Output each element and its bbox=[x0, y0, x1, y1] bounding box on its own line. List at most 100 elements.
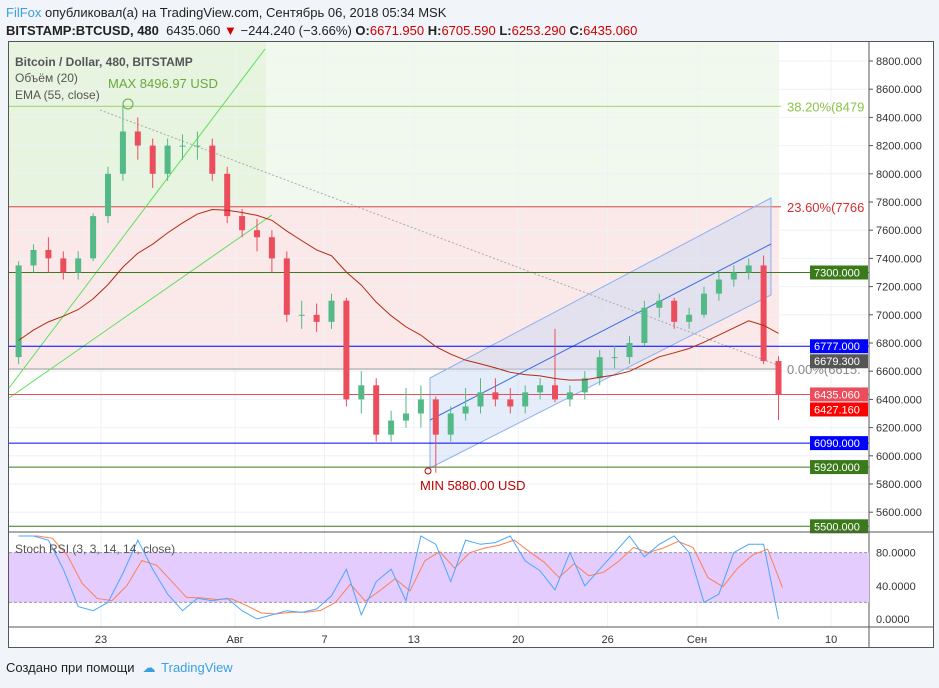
candle-down bbox=[507, 399, 514, 407]
price-tick-label: 7000.000 bbox=[876, 310, 922, 322]
candle-down bbox=[283, 258, 290, 315]
candle-up bbox=[566, 392, 573, 400]
candle-down bbox=[268, 237, 275, 259]
candle-down bbox=[149, 145, 156, 174]
price-tick-label: 7600.000 bbox=[876, 225, 922, 237]
candle-up bbox=[417, 399, 424, 414]
close: 6435.060 bbox=[583, 23, 638, 38]
price-tick-label: 8200.000 bbox=[876, 141, 922, 153]
candle-up bbox=[75, 258, 82, 273]
min-marker-icon bbox=[424, 467, 432, 475]
price-tick-label: 5800.000 bbox=[876, 479, 922, 491]
time-tick-label: 10 bbox=[825, 634, 837, 646]
candle-up bbox=[596, 357, 603, 379]
candle-down bbox=[373, 385, 380, 435]
candle-up bbox=[328, 300, 335, 322]
candle-up bbox=[537, 385, 544, 393]
volume-legend: Объём (20) bbox=[15, 71, 78, 85]
candle-up bbox=[388, 420, 395, 435]
price-label: 6679.300 bbox=[814, 356, 860, 368]
time-tick-label: 23 bbox=[95, 634, 107, 646]
candle-up bbox=[164, 145, 171, 174]
rsi-legend: Stoch RSI (3, 3, 14, 14, close) bbox=[15, 542, 175, 556]
candle-up bbox=[119, 131, 126, 174]
rsi-tick-label: 80.0000 bbox=[876, 548, 916, 560]
candle-up bbox=[105, 173, 111, 217]
down-arrow-icon: ▼ bbox=[223, 23, 237, 38]
candle-up bbox=[626, 343, 633, 358]
symbol-info: BITSTAMP:BTCUSD, 480 6435.060 ▼ −244.240… bbox=[6, 23, 637, 38]
price-label-box bbox=[810, 387, 868, 402]
candle-up bbox=[179, 145, 186, 147]
channel-line-upper bbox=[8, 48, 266, 389]
candle-down bbox=[313, 314, 320, 322]
time-tick-label: 20 bbox=[512, 634, 524, 646]
max-annotation: MAX 8496.97 USD bbox=[108, 76, 218, 91]
price-tick-label: 6800.000 bbox=[876, 338, 922, 350]
tradingview-link[interactable]: TradingView bbox=[161, 660, 233, 675]
open: 6671.950 bbox=[369, 23, 425, 38]
candle-up bbox=[358, 385, 365, 400]
candle-up bbox=[298, 314, 305, 316]
candle-up bbox=[403, 413, 409, 421]
price-label-box bbox=[810, 265, 868, 280]
time-tick-label: 26 bbox=[601, 634, 613, 646]
last-price: 6435.060 bbox=[166, 23, 221, 38]
price-label: 6435.060 bbox=[814, 389, 860, 401]
candle-up bbox=[90, 216, 97, 259]
change: −244.240 (−3.66%) bbox=[240, 23, 352, 38]
candle-down bbox=[492, 392, 499, 400]
fib-label: 23.60%(7766 bbox=[787, 200, 864, 215]
candle-down bbox=[60, 258, 67, 273]
h-label: H: bbox=[427, 23, 442, 38]
o-label: O: bbox=[355, 23, 370, 38]
publish-info: FilFox опубликовал(а) на TradingView.com… bbox=[6, 5, 446, 20]
price-tick-label: 8800.000 bbox=[876, 56, 922, 68]
candle-down bbox=[432, 399, 439, 435]
c-label: C: bbox=[569, 23, 584, 38]
candle-up bbox=[447, 413, 454, 435]
price-label: 5500.000 bbox=[814, 521, 860, 533]
low: 6253.290 bbox=[511, 23, 566, 38]
price-tick-label: 7800.000 bbox=[876, 197, 922, 209]
footer: Создано при помощи ☁ TradingView bbox=[6, 660, 233, 676]
author-link[interactable]: FilFox bbox=[6, 5, 42, 20]
price-label: 6427.160 bbox=[814, 404, 860, 416]
candle-down bbox=[134, 131, 141, 146]
price-tick-label: 7200.000 bbox=[876, 282, 922, 294]
candle-down bbox=[45, 249, 52, 259]
tradingview-logo-icon[interactable]: ☁ bbox=[142, 660, 156, 675]
price-label: 5920.000 bbox=[814, 462, 860, 474]
price-tick-label: 6600.000 bbox=[876, 366, 922, 378]
fib-label: 38.20%(8479 bbox=[787, 99, 864, 114]
rsi-tick-label: 0.0000 bbox=[876, 614, 910, 626]
max-marker-icon bbox=[122, 98, 134, 110]
candle-down bbox=[209, 145, 216, 174]
time-tick-label: 13 bbox=[408, 634, 420, 646]
price-label: 6777.000 bbox=[814, 341, 860, 353]
rsi-tick-label: 40.0000 bbox=[876, 581, 916, 593]
price-tick-label: 6400.000 bbox=[876, 394, 922, 406]
candle-up bbox=[477, 392, 484, 407]
candle-down bbox=[224, 173, 231, 217]
candle-down bbox=[552, 385, 558, 400]
publish-text: опубликовал(а) на TradingView.com, Сентя… bbox=[45, 5, 447, 20]
candle-up bbox=[30, 249, 37, 266]
channel-line-lower bbox=[8, 214, 273, 399]
candle-down bbox=[760, 265, 767, 362]
price-tick-label: 5600.000 bbox=[876, 507, 922, 519]
high: 6705.590 bbox=[441, 23, 496, 38]
candle-up bbox=[656, 300, 663, 308]
price-label-box bbox=[810, 436, 868, 451]
price-label-box bbox=[810, 519, 868, 534]
price-tick-label: 8600.000 bbox=[876, 84, 922, 96]
min-annotation: MIN 5880.00 USD bbox=[420, 478, 526, 493]
candle-down bbox=[671, 300, 678, 322]
candle-up bbox=[730, 272, 737, 280]
fib-zone-lower bbox=[9, 206, 779, 370]
candle-up bbox=[522, 392, 529, 407]
candle-up bbox=[641, 307, 648, 343]
price-label-box bbox=[810, 339, 868, 354]
time-tick-label: Сен bbox=[687, 634, 707, 646]
